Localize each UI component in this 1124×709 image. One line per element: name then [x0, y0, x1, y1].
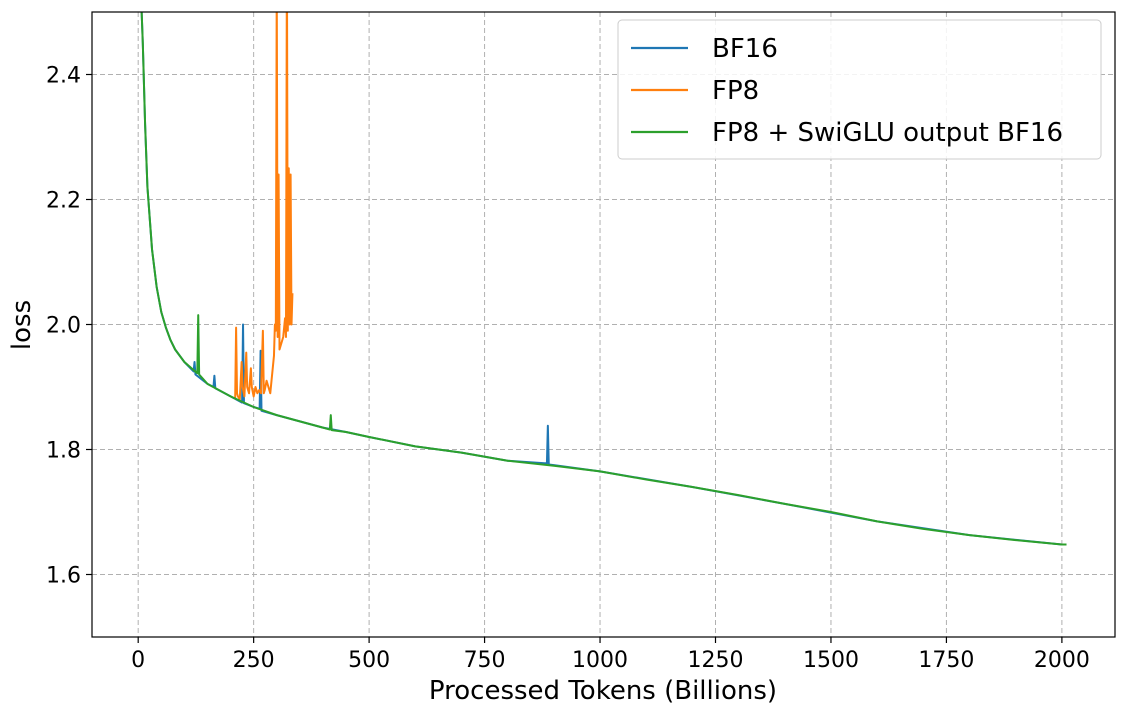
- x-tick-label: 750: [464, 648, 506, 673]
- x-axis-title: Processed Tokens (Billions): [429, 676, 777, 706]
- y-tick-label: 2.2: [46, 189, 81, 214]
- x-tick-label: 0: [131, 648, 145, 673]
- x-tick-label: 2000: [1034, 648, 1090, 673]
- series-lines: [140, 12, 1067, 546]
- y-tick-label: 1.8: [46, 439, 81, 464]
- y-tick-label: 2.4: [46, 64, 81, 89]
- x-tick-label: 1500: [803, 648, 859, 673]
- legend-label-bf16: BF16: [712, 34, 778, 64]
- x-tick-label: 1000: [572, 648, 628, 673]
- x-tick-label: 250: [233, 648, 275, 673]
- x-tick-label: 1250: [687, 648, 743, 673]
- series-line-fp8: [234, 12, 294, 401]
- legend-label-fp8: FP8: [712, 76, 759, 106]
- x-tick-label: 1750: [918, 648, 974, 673]
- y-axis-title: loss: [7, 300, 37, 350]
- series-line-fp8-swiglu-output-bf16: [140, 12, 1067, 546]
- x-tick-label: 500: [348, 648, 390, 673]
- legend: BF16 FP8 FP8 + SwiGLU output BF16: [617, 19, 1102, 160]
- legend-box: [617, 19, 1102, 160]
- y-tick-label: 2.0: [46, 314, 81, 339]
- axis-ticks: 0 250 500 750 1000 1250 1500 1750 2000 1.6 1.8 2.0 2…: [46, 64, 1090, 674]
- legend-label-fp8-swiglu: FP8 + SwiGLU output BF16: [712, 118, 1063, 148]
- y-tick-label: 1.6: [46, 564, 81, 589]
